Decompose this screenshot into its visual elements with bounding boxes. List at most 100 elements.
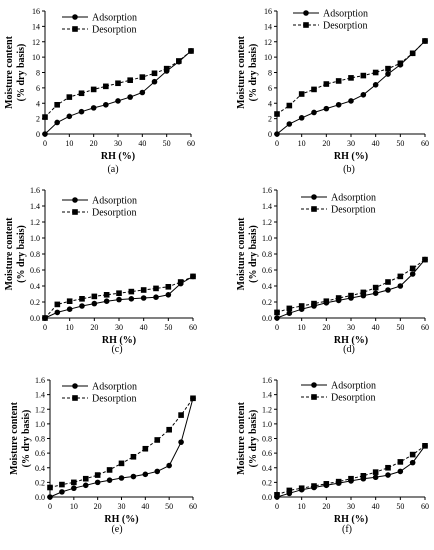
panel-label: (e) [111,524,122,535]
chart-panel-4: 0.0 0.2 0.4 0.6 0.8 1.0 1.2 1.4 1.6 0 10 20 30 40 50 60… [236,186,429,355]
legend-label-adsorption: Adsorption [92,382,137,393]
panel-label: (d) [343,344,355,355]
desorption-data-point [286,102,293,109]
desorption-data-point [335,478,342,485]
desorption-data-point [176,58,182,64]
legend-label-desorption: Desorption [92,25,136,36]
desorption-data-point [66,94,73,100]
panel-label: (f) [342,524,352,535]
desorption-data-point [360,289,367,296]
y-tick-label: 0.6 [262,266,272,275]
desorption-data-point [348,475,354,482]
desorption-data-point [385,464,391,471]
y-tick-label: 0.2 [262,478,272,487]
desorption-data-point [127,77,133,83]
y-tick-label: 16 [264,7,272,16]
adsorption-data-point [94,479,101,486]
adsorption-series-line [44,50,192,135]
y-tick-label: 0.0 [30,314,40,323]
desorption-data-point [59,481,65,488]
adsorption-data-point [103,298,110,305]
adsorption-data-point [151,78,158,85]
y-tick-label: 12 [32,38,40,47]
adsorption-data-point [140,295,147,301]
x-tick-label: 0 [275,502,279,511]
y-tick-label: 10 [264,53,272,62]
x-tick-label: 40 [372,139,380,148]
adsorption-data-point [274,131,280,137]
x-tick-label: 20 [322,323,330,332]
desorption-data-point [71,479,77,486]
y-tick-label: 6 [268,84,272,93]
desorption-data-point [190,273,196,280]
adsorption-data-point [165,292,172,298]
y-tick-label: 6 [36,84,40,93]
adsorption-data-point [82,482,89,489]
x-tick-label: 50 [165,502,173,511]
x-tick-label: 10 [298,323,306,332]
desorption-data-point [82,475,89,482]
adsorption-data-point [286,121,293,127]
x-tick-label: 50 [396,139,404,148]
desorption-data-point [409,50,416,57]
y-tick-label: 1.6 [35,376,45,385]
desorption-data-point [140,287,147,293]
y-tick-label: 0.6 [30,266,40,275]
adsorption-series-line [276,40,426,135]
legend-label-adsorption: Adsorption [92,196,137,207]
x-tick-label: 0 [275,323,279,332]
desorption-data-point [178,412,184,418]
y-axis-title-line1: Moisture content [236,35,247,109]
desorption-data-point [66,298,73,304]
legend-marker-adsorption [72,14,78,20]
desorption-data-point [335,78,342,84]
x-axis-title: RH (%) [101,151,135,162]
x-tick-label: 40 [372,323,380,332]
legend-marker-adsorption [72,197,78,203]
desorption-data-point [409,265,416,272]
legend-label-adsorption: Adsorption [331,193,376,204]
desorption-data-point [348,75,354,81]
y-tick-label: 1.4 [30,202,40,211]
y-tick-label: 1.0 [262,420,272,429]
desorption-data-point [311,483,317,489]
y-tick-label: 0.0 [35,493,45,502]
desorption-data-point [190,395,196,402]
y-axis-title-line1: Moisture content [9,401,20,475]
panel-label: (c) [111,344,122,355]
x-axis-title: RH (%) [102,335,136,346]
adsorption-data-point [154,468,161,475]
adsorption-data-point [372,474,379,481]
adsorption-data-point [47,494,53,500]
adsorption-data-point [79,303,85,309]
x-tick-label: 30 [118,502,126,511]
desorption-data-point [409,451,416,458]
adsorption-data-point [142,471,149,478]
x-tick-label: 60 [189,502,197,511]
panel-label: (b) [343,164,355,175]
adsorption-data-point [128,296,135,302]
y-axis-title-line2: (% dry basis) [248,410,259,468]
desorption-data-point [397,273,404,280]
chart-panel-1: 0 2 4 6 8 10 12 14 16 0 10 20 30 40 50 60 RH (%) Moisture… [4,7,195,175]
desorption-data-point [298,303,305,309]
desorption-data-point [397,60,404,67]
adsorption-data-point [106,477,113,483]
desorption-data-point [298,485,305,492]
y-tick-label: 1.0 [30,234,40,243]
desorption-data-point [385,279,391,285]
adsorption-data-point [385,287,391,293]
adsorption-data-point [118,475,125,481]
desorption-data-point [42,114,48,120]
desorption-series-line [49,398,194,488]
x-tick-label: 30 [114,139,122,148]
x-tick-label: 0 [43,323,47,332]
adsorption-data-point [178,439,184,445]
adsorption-data-point [409,459,416,466]
x-tick-label: 30 [347,502,355,511]
legend-marker-adsorption [311,382,317,388]
legend-marker-desorption [311,206,317,212]
adsorption-data-point [90,105,97,111]
legend-marker-adsorption [311,194,317,200]
